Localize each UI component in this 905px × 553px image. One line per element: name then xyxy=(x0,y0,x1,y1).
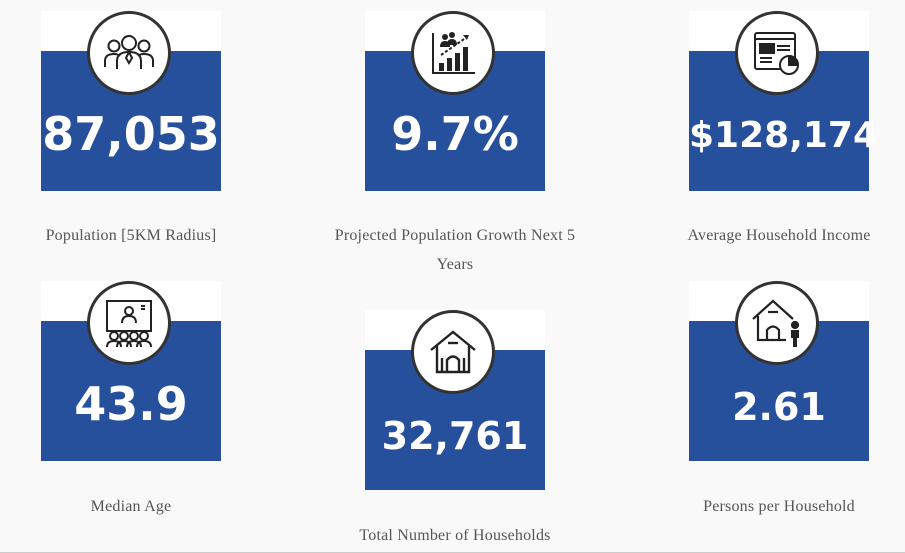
stat-value: 43.9 xyxy=(74,377,188,431)
stat-value: 2.61 xyxy=(732,385,826,429)
growth-chart-icon xyxy=(411,11,495,95)
stat-value: 9.7% xyxy=(391,107,519,161)
house-icon xyxy=(411,310,495,394)
stat-label: Population [5KM Radius] xyxy=(45,227,217,244)
stat-card-population: 87,053 xyxy=(41,11,221,191)
stat-card-persons-per-household: 2.61 xyxy=(689,281,869,461)
house-person-icon xyxy=(735,281,819,365)
people-group-icon xyxy=(87,11,171,95)
income-report-icon xyxy=(735,11,819,95)
stat-card-median-age: 43.9 xyxy=(41,281,221,461)
stat-label: Average Household Income xyxy=(687,227,871,244)
stat-card-households: 32,761 xyxy=(365,310,545,490)
stat-value: $128,174 xyxy=(689,115,879,156)
stat-label: Total Number of Households xyxy=(359,527,551,544)
stat-card-income: $128,174 xyxy=(689,11,879,191)
stat-card-growth: 9.7% xyxy=(365,11,545,191)
stat-label: Persons per Household xyxy=(703,498,855,515)
stat-label: Median Age xyxy=(90,498,172,515)
stat-label: Projected Population Growth Next 5 Years xyxy=(334,227,576,273)
audience-presentation-icon xyxy=(87,281,171,365)
stat-value: 32,761 xyxy=(381,414,529,458)
stat-value: 87,053 xyxy=(42,107,220,161)
